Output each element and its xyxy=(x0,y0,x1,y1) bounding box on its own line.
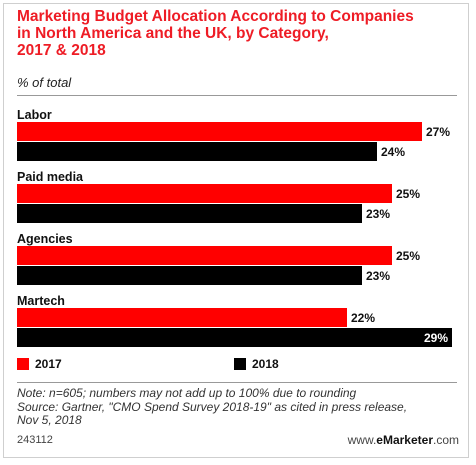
bar-2018-paid-media xyxy=(17,204,362,223)
bar-2017-paid-media xyxy=(17,184,392,203)
brand-name: eMarketer xyxy=(376,433,433,447)
chart-id: 243112 xyxy=(17,434,53,446)
brand-suffix: .com xyxy=(432,433,459,447)
bar-2017-labor xyxy=(17,122,422,141)
legend-swatch-2017 xyxy=(17,358,29,370)
top-divider xyxy=(17,95,457,96)
data-label: 27% xyxy=(426,125,450,139)
category-label: Paid media xyxy=(17,170,84,184)
data-label: 23% xyxy=(366,207,390,221)
title-line: in North America and the UK, by Category… xyxy=(17,25,329,42)
title-line: Marketing Budget Allocation According to… xyxy=(17,8,414,25)
chart-title: Marketing Budget Allocation According to… xyxy=(17,8,457,59)
chart-subtitle: % of total xyxy=(17,75,72,90)
category-label: Agencies xyxy=(17,232,73,246)
data-label: 25% xyxy=(396,187,420,201)
bar-2017-martech xyxy=(17,308,347,327)
data-label: 24% xyxy=(381,145,405,159)
legend-item-2018: 2018 xyxy=(234,357,279,371)
brand-link[interactable]: www.eMarketer.com xyxy=(348,433,459,447)
legend-label-2017: 2017 xyxy=(35,357,62,371)
legend-label-2018: 2018 xyxy=(252,357,279,371)
data-label: 25% xyxy=(396,249,420,263)
bottom-divider xyxy=(17,382,457,383)
title-line: 2017 & 2018 xyxy=(17,42,106,59)
data-label: 23% xyxy=(366,269,390,283)
legend-item-2017: 2017 xyxy=(17,357,62,371)
category-label: Labor xyxy=(17,108,52,122)
brand-prefix: www. xyxy=(347,433,377,447)
legend-swatch-2018 xyxy=(234,358,246,370)
bar-2018-martech xyxy=(17,328,452,347)
note-line: Nov 5, 2018 xyxy=(17,413,82,427)
note-line: Note: n=605; numbers may not add up to 1… xyxy=(17,386,357,400)
data-label: 29% xyxy=(424,331,448,345)
data-label: 22% xyxy=(351,311,375,325)
source-note: Note: n=605; numbers may not add up to 1… xyxy=(17,386,457,428)
bar-2018-agencies xyxy=(17,266,362,285)
note-line: Source: Gartner, "CMO Spend Survey 2018-… xyxy=(17,399,408,414)
category-label: Martech xyxy=(17,294,65,308)
bar-2017-agencies xyxy=(17,246,392,265)
bar-2018-labor xyxy=(17,142,377,161)
